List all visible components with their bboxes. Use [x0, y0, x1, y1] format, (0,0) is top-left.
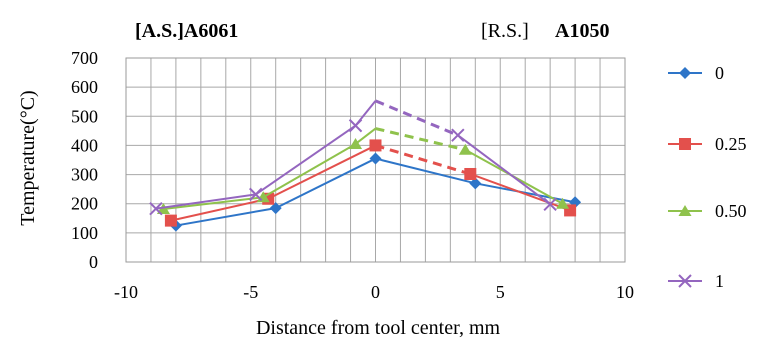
series-line-segment [155, 193, 256, 210]
x-tick-label: -10 [114, 282, 138, 302]
series-line-segment [354, 127, 377, 145]
legend-label: 0.25 [715, 134, 747, 154]
series-line-segment [275, 157, 376, 209]
series-line-segment [469, 173, 571, 212]
legend-entry-0: 0 [668, 63, 724, 83]
data-point-marker [269, 202, 282, 215]
data-point-marker [556, 197, 570, 209]
series-0 [169, 152, 582, 232]
x-axis-ticks: -10 -5 0 5 10 [114, 282, 634, 302]
data-point-marker [458, 143, 472, 155]
x-tick-label: 10 [616, 282, 634, 302]
series-line-segment [255, 124, 357, 196]
legend-marker [678, 205, 692, 216]
data-point-marker [543, 197, 557, 212]
series-line-segment-dashed [375, 143, 471, 176]
x-axis-label: Distance from tool center, mm [256, 317, 501, 339]
legend-entry-1: 1 [668, 271, 724, 291]
data-point-marker [369, 152, 382, 165]
x-tick-label: 5 [496, 282, 505, 302]
series-line-segment [457, 134, 551, 206]
y-tick-label: 700 [71, 48, 98, 68]
y-axis-ticks: 0 100 200 300 400 500 600 700 [71, 48, 98, 272]
y-tick-label: 200 [71, 194, 98, 214]
y-tick-label: 400 [71, 135, 98, 155]
data-point-marker [164, 214, 177, 227]
legend-label: 0.50 [715, 201, 747, 221]
legend-label: 1 [715, 271, 724, 291]
y-tick-label: 500 [71, 106, 98, 126]
series-line-segment-dashed [374, 99, 459, 137]
series-line-segment [170, 197, 269, 222]
series-line-segment [175, 207, 276, 227]
series-group [149, 99, 582, 232]
data-point-marker [249, 187, 263, 202]
series-line-segment [163, 196, 264, 210]
data-point-marker [451, 128, 465, 142]
series-1 [149, 99, 557, 216]
series-line-segment [267, 144, 376, 200]
header-advancing-side: [A.S.]A6061 [135, 20, 238, 42]
data-point-marker [349, 137, 363, 149]
legend-marker [679, 67, 691, 79]
series-0.25 [164, 139, 577, 227]
y-tick-label: 600 [71, 77, 98, 97]
header-retreating-side-alloy: A1050 [555, 20, 609, 42]
data-point-marker [469, 177, 482, 190]
legend-entry-0.50: 0.50 [668, 201, 747, 221]
legend-entry-0.25: 0.25 [668, 134, 747, 154]
series-line-segment [475, 182, 576, 204]
series-line-segment [262, 143, 357, 199]
series-line-segment-dashed [375, 127, 466, 152]
legend-label: 0 [715, 63, 724, 83]
data-point-marker [369, 139, 382, 152]
header-retreating-side-prefix: [R.S.] [481, 20, 529, 42]
y-axis-label: Temperature(°C) [17, 90, 39, 225]
data-point-marker [149, 201, 163, 216]
x-tick-label: 0 [371, 282, 380, 302]
y-tick-label: 100 [71, 223, 98, 243]
y-tick-label: 300 [71, 165, 98, 185]
plot-area-frame [125, 57, 626, 263]
data-point-marker [348, 118, 363, 133]
series-line-segment [375, 157, 476, 185]
legend-marker [679, 138, 691, 150]
legend: 0 0.25 0.50 1 [668, 63, 747, 291]
x-tick-label: -5 [243, 282, 258, 302]
data-point-marker [464, 167, 477, 180]
legend-marker [678, 274, 692, 288]
y-tick-label: 0 [89, 252, 98, 272]
